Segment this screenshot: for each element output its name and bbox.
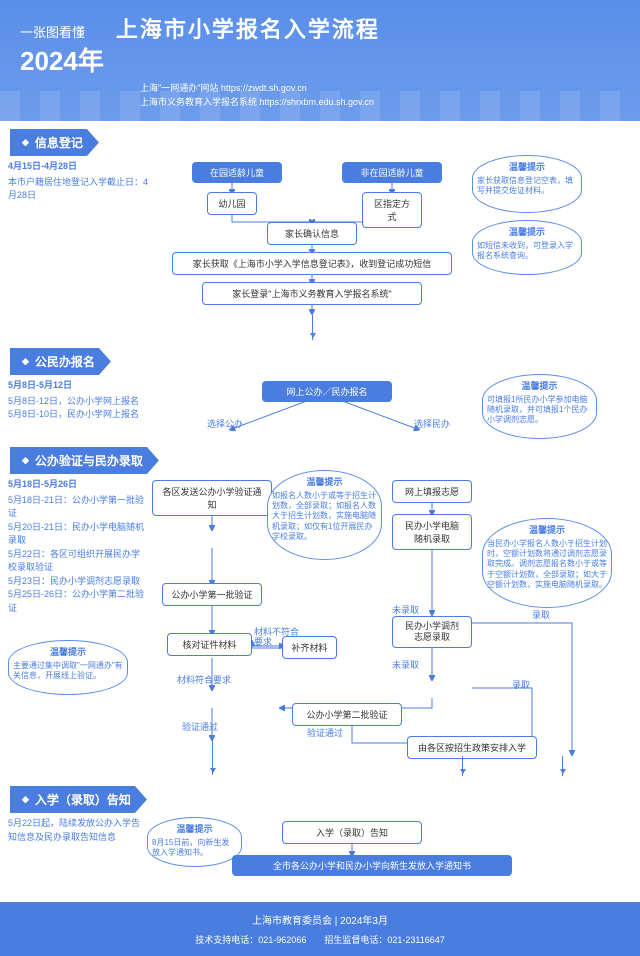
footer-line1: 上海市教育委员会 | 2024年3月 [10, 912, 630, 927]
box-login-system: 家长登录"上海市义务教育入学报名系统" [202, 282, 422, 305]
label-pass-2: 验证通过 [307, 726, 343, 739]
tip-7: 温馨提示8月15日前，向新生发放入学通知书。 [147, 817, 242, 867]
box-verify-notice: 各区发送公办小学验证通知 [152, 480, 272, 516]
header-link-2: 上海市义务教育入学报名系统 https://shrxbm.edu.sh.gov.… [140, 96, 620, 110]
s2-dates: 5月8日-5月12日 [8, 379, 148, 393]
label-docs-ok: 材料符合要求 [177, 673, 231, 686]
box-district-method: 区指定方式 [362, 192, 422, 228]
box-preschool-child: 在园适龄儿童 [192, 162, 282, 183]
section-3-sidebar: 5月18日-5月26日 5月18日-21日：公办小学第一批验证 5月20日-21… [8, 478, 148, 778]
footer-line2: 技术支持电话：021-962066 招生监督电话：021-23116647 [10, 933, 630, 946]
section-2-header: 公民办报名 [10, 348, 111, 375]
page-footer: 上海市教育委员会 | 2024年3月 技术支持电话：021-962066 招生监… [0, 902, 640, 956]
section-2-sidebar: 5月8日-5月12日 5月8日-12日，公办小学网上报名 5月8日-10日，民办… [8, 379, 148, 439]
box-supplement: 补齐材料 [282, 636, 337, 659]
s3-l1: 5月18日-21日：公办小学第一批验证 [8, 494, 148, 521]
s3-l2: 5月20日-21日：民办小学电脑随机录取 [8, 521, 148, 548]
section-3-flow: 各区发送公办小学验证通知 网上填报志愿 温馨提示如报名人数小于或等于招生计划数，… [152, 478, 632, 778]
s2-line2: 5月8日-10日，民办小学网上报名 [8, 408, 148, 422]
box-issue-notice: 全市各公办小学和民办小学向新生发放入学通知书 [232, 855, 512, 876]
box-get-form: 家长获取《上海市小学入学信息登记表》，收到登记成功短信 [172, 252, 452, 275]
section-1-header: 信息登记 [10, 129, 99, 156]
box-first-verify: 公办小学第一批验证 [162, 583, 262, 606]
box-fill-wish: 网上填报志愿 [392, 480, 472, 503]
section-4-header: 入学（录取）告知 [10, 786, 147, 813]
section-1-flow: 在园适龄儿童 非在园适龄儿童 幼儿园 区指定方式 家长确认信息 家长获取《上海市… [152, 160, 632, 340]
section-1-sidebar: 4月15日-4月28日 本市户籍居住地登记入学截止日：4月28日 [8, 160, 148, 340]
page-header: 一张图看懂 2024年 上海市小学报名入学流程 上海"一网通办"网站 https… [0, 0, 640, 121]
box-confirm-info: 家长确认信息 [267, 222, 357, 245]
s2-line1: 5月8日-12日，公办小学网上报名 [8, 395, 148, 409]
label-choose-private: 选择民办 [414, 417, 450, 430]
box-non-preschool-child: 非在园适龄儿童 [342, 162, 442, 183]
s1-dates: 4月15日-4月28日 [8, 160, 148, 174]
s1-text: 本市户籍居住地登记入学截止日：4月28日 [8, 176, 148, 203]
label-not-accepted-2: 未录取 [392, 658, 419, 671]
section-4-sidebar: 5月22日起，陆续发放公办入学告知信息及民办录取告知信息 [8, 817, 148, 892]
section-2-flow: 网上公办／民办报名 选择公办 选择民办 温馨提示可填报1所民办小学参加电脑随机录… [152, 379, 632, 439]
label-accepted-1: 录取 [532, 608, 550, 621]
label-choose-public: 选择公办 [207, 417, 243, 430]
tip-2: 温馨提示如短信未收到，可登录入学报名系统查询。 [472, 220, 582, 275]
header-title: 上海市小学报名入学流程 [116, 12, 380, 44]
header-link-1: 上海"一网通办"网站 https://zwdt.sh.gov.cn [140, 82, 620, 96]
header-links: 上海"一网通办"网站 https://zwdt.sh.gov.cn 上海市义务教… [20, 82, 620, 109]
tip-5: 温馨提示当民办小学报名人数小于招生计划时，空额计划数将通过调剂志愿录取完成。调剂… [482, 518, 612, 608]
box-district-arrange: 由各区按招生政策安排入学 [407, 736, 537, 759]
box-online-signup: 网上公办／民办报名 [262, 381, 392, 402]
box-adjust-wish: 民办小学调剂志愿录取 [392, 616, 472, 648]
s3-l4: 5月23日：民办小学调剂志愿录取 [8, 575, 148, 589]
box-check-docs: 核对证件材料 [167, 633, 252, 656]
label-pass-1: 验证通过 [182, 720, 218, 733]
box-private-lottery: 民办小学电脑随机录取 [392, 514, 472, 550]
header-subtitle: 一张图看懂 [20, 22, 104, 41]
s3-l3: 5月22日：各区可组织开展民办学校录取验证 [8, 548, 148, 575]
tip-6: 温馨提示主要通过集中调取"一网通办"有关信息，开展线上验证。 [8, 640, 128, 695]
box-kindergarten: 幼儿园 [207, 192, 257, 215]
box-enroll-notice: 入学（录取）告知 [282, 821, 422, 844]
s3-dates: 5月18日-5月26日 [8, 478, 148, 492]
header-year: 2024年 [20, 41, 104, 78]
tip-4: 温馨提示如报名人数小于或等于招生计划数，全部录取；如报名人数大于招生计划数，实施… [267, 470, 382, 560]
section-4-flow: 入学（录取）告知 温馨提示8月15日前，向新生发放入学通知书。 全市各公办小学和… [152, 817, 632, 892]
tip-3: 温馨提示可填报1所民办小学参加电脑随机录取，并可填报1个民办小学调剂志愿。 [482, 374, 597, 439]
label-not-accepted-1: 未录取 [392, 603, 419, 616]
tip-1: 温馨提示家长获取信息登记空表，填写并提交佐证材料。 [472, 155, 582, 213]
label-accepted-2: 录取 [512, 678, 530, 691]
section-3-header: 公办验证与民办录取 [10, 447, 159, 474]
s3-l5: 5月25日-26日：公办小学第二批验证 [8, 588, 148, 615]
s4-text: 5月22日起，陆续发放公办入学告知信息及民办录取告知信息 [8, 817, 148, 844]
box-second-verify: 公办小学第二批验证 [292, 703, 402, 726]
